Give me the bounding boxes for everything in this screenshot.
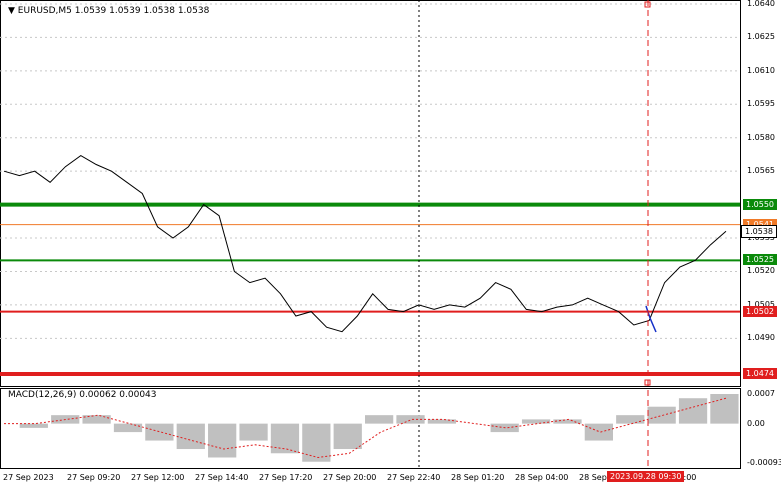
price-tick: 1.0565	[747, 166, 775, 176]
level-tag: 1.0550	[743, 198, 777, 210]
time-tick: 28 Sep 01:20	[451, 473, 505, 482]
price-tick: 1.0625	[747, 32, 775, 42]
time-tick: 28 Sep	[579, 473, 607, 482]
macd-tick: 0.0007	[747, 389, 775, 398]
macd-bar	[616, 415, 645, 424]
macd-tick: 0.00	[747, 418, 765, 428]
macd-bar	[176, 423, 205, 450]
horizontal-levels	[0, 202, 740, 376]
macd-pane-border	[0, 388, 741, 469]
time-tick: 28 Sep 04:00	[515, 473, 569, 482]
level-tag: 1.0538	[741, 225, 777, 239]
time-tick: 27 Sep 17:20	[259, 473, 313, 482]
macd-bar	[647, 406, 676, 424]
time-tick: 27 Sep 20:00	[323, 473, 377, 482]
price-tick: 1.0610	[747, 65, 775, 75]
price-tick: 1.0520	[747, 266, 775, 276]
price-tick: 1.0490	[747, 333, 775, 343]
symbol-text: EURUSD,M5 1.0539 1.0539 1.0538 1.0538	[17, 6, 210, 16]
macd-bar	[553, 419, 582, 424]
macd-histogram	[19, 394, 739, 462]
price-tick: 1.0505	[747, 299, 775, 309]
triangle-down-icon[interactable]: ▼	[8, 6, 15, 16]
macd-bar	[208, 423, 237, 458]
grid	[0, 3, 740, 339]
price-line	[3, 155, 727, 333]
cursor-marker[interactable]	[644, 1, 651, 8]
level-tag: 1.0541	[743, 218, 777, 230]
level-tag: 1.0525	[743, 254, 777, 266]
macd-tick: -0.00093	[747, 458, 781, 467]
price-tick: 1.0640	[747, 0, 775, 8]
price-tick: 1.0595	[747, 99, 775, 109]
macd-bar	[365, 415, 394, 424]
macd-signal-line	[4, 397, 727, 459]
macd-bar	[427, 419, 457, 424]
macd-bar	[584, 423, 613, 441]
macd-bar	[113, 423, 143, 433]
macd-bar	[396, 415, 425, 424]
macd-bar	[302, 423, 331, 462]
cursor-marker-bottom[interactable]	[644, 379, 651, 386]
price-pane-border	[0, 0, 741, 387]
cursor-time-label: 2023.09.28 09:30	[607, 471, 685, 482]
time-tick: 27 Sep 09:20	[67, 473, 121, 482]
macd-label: MACD(12,26,9) 0.00062 0.00043	[8, 390, 157, 400]
symbol-label[interactable]: ▼ EURUSD,M5 1.0539 1.0539 1.0538 1.0538	[8, 6, 209, 16]
macd-bar	[333, 423, 362, 450]
signal-segment	[645, 305, 657, 333]
macd-bar	[82, 415, 111, 424]
price-tick: 1.0580	[747, 132, 775, 142]
time-tick: 27 Sep 2023	[3, 473, 54, 482]
time-tick: 27 Sep 12:00	[131, 473, 185, 482]
time-tick: 27 Sep 22:40	[387, 473, 441, 482]
macd-bar	[239, 423, 268, 441]
macd-bar	[521, 419, 551, 424]
macd-bar	[19, 423, 48, 428]
time-tick: 27 Sep 14:40	[195, 473, 249, 482]
macd-bar	[270, 423, 300, 454]
level-tag: 1.0474	[743, 368, 777, 379]
macd-bar	[145, 423, 174, 441]
macd-bar	[678, 398, 708, 424]
level-tag: 1.0502	[743, 305, 777, 317]
